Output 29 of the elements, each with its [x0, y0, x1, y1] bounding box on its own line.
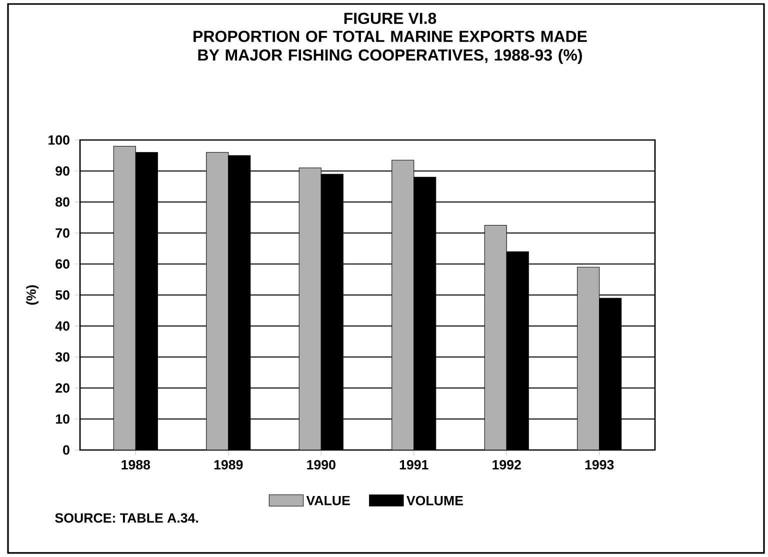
y-tick-label: 0: [63, 445, 70, 455]
bar: [392, 160, 414, 450]
y-tick-label: 80: [56, 197, 70, 207]
bar: [484, 224, 507, 450]
x-tick-label: 1991: [400, 460, 428, 470]
y-tick-label: 50: [56, 290, 70, 300]
chart-subtitle: PROPORTION OF TOTAL MARINE EXPORTS MADE BY MAJOR FISHING COOPERATIVES, 1988-93 (%): [194, 30, 587, 64]
y-tick-label: 90: [56, 166, 70, 176]
y-tick-label: 20: [56, 383, 70, 393]
bar: [206, 152, 229, 450]
y-tick-label: 70: [56, 228, 70, 238]
bar: [577, 266, 600, 450]
legend-label: VALUE: [306, 496, 350, 506]
chart-title: FIGURE VI.8: [344, 12, 436, 24]
x-tick-label: 1990: [307, 460, 336, 470]
x-tick-label: 1989: [214, 460, 243, 470]
bar: [113, 146, 136, 450]
x-tick-label: 1988: [122, 460, 150, 470]
y-tick-label: 40: [55, 321, 70, 331]
legend-label: VOLUME: [406, 496, 463, 506]
x-tick-label: 1993: [585, 460, 614, 470]
y-tick-label: 30: [55, 352, 70, 362]
source-note: SOURCE: TABLE A.34.: [55, 513, 198, 523]
y-tick-label: 60: [56, 259, 70, 269]
y-tick-label: 100: [48, 135, 70, 145]
y-tick-label: 10: [56, 414, 70, 424]
x-tick-label: 1992: [492, 460, 521, 470]
bar: [298, 168, 322, 450]
y-axis-title: (%): [26, 285, 39, 305]
